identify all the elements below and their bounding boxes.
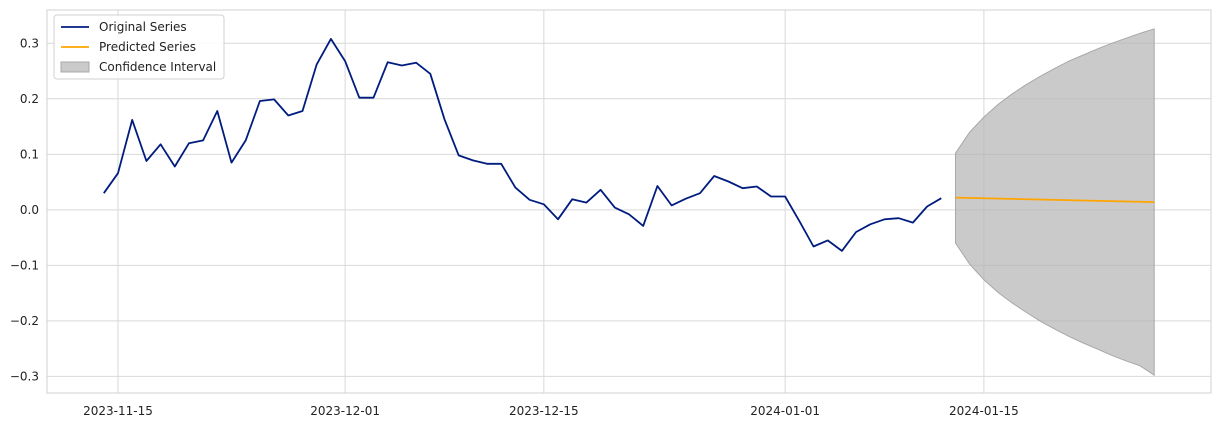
confidence-interval-band xyxy=(955,28,1155,377)
original-series-line xyxy=(103,38,942,252)
y-tick-label: −0.1 xyxy=(10,258,39,272)
legend-predicted-series-label: Predicted Series xyxy=(99,40,196,54)
x-tick-label: 2024-01-15 xyxy=(949,404,1019,418)
legend-box xyxy=(53,14,225,80)
predicted-series-line xyxy=(955,196,1155,203)
plot-frame xyxy=(46,9,1212,394)
y-tick-label: −0.2 xyxy=(10,314,39,328)
legend-confidence-interval-label: Confidence Interval xyxy=(99,60,216,74)
y-tick-label: 0.1 xyxy=(20,147,39,161)
x-tick-label: 2024-01-01 xyxy=(750,404,820,418)
y-tick-label: 0.2 xyxy=(20,92,39,106)
y-tick-label: 0.3 xyxy=(20,36,39,50)
x-tick-label: 2023-12-01 xyxy=(310,404,380,418)
y-tick-label: 0.0 xyxy=(20,203,39,217)
x-tick-label: 2023-12-15 xyxy=(509,404,579,418)
legend-confidence-interval-swatch xyxy=(60,61,90,73)
legend-original-series-label: Original Series xyxy=(99,20,187,34)
y-tick-label: −0.3 xyxy=(10,369,39,383)
x-tick-label: 2023-11-15 xyxy=(83,404,153,418)
